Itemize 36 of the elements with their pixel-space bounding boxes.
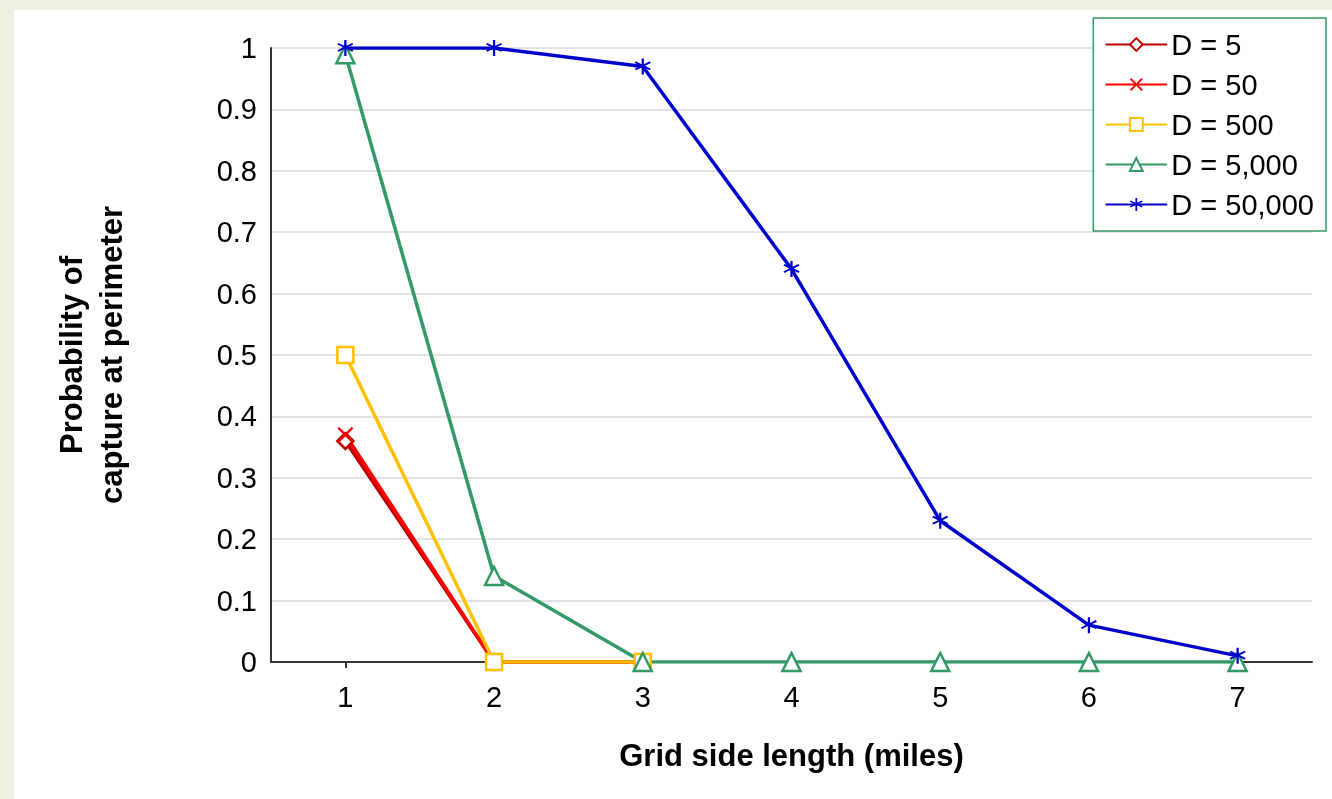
point	[1078, 651, 1100, 673]
point	[337, 426, 354, 443]
point	[483, 565, 505, 587]
y-tick-label: 0.7	[216, 216, 257, 249]
y-tick-label: 0.8	[216, 154, 257, 187]
legend-label: D = 5,000	[1171, 148, 1298, 181]
legend-label: D = 50,000	[1171, 188, 1315, 221]
y-tick-label: 0.2	[216, 523, 257, 556]
legend-label: D = 500	[1171, 108, 1274, 141]
y-tick-label: 0.4	[216, 400, 257, 433]
point	[1080, 617, 1097, 634]
x-tick-label: 4	[783, 680, 800, 713]
point	[932, 512, 949, 529]
y-tick-label: 0.5	[216, 339, 257, 371]
y-tick-label: 0.3	[216, 461, 257, 494]
point	[783, 261, 800, 278]
y-tick-label: 0	[240, 646, 257, 678]
point	[634, 58, 651, 75]
point	[929, 651, 951, 673]
x-axis-title: Grid side length (miles)	[619, 738, 964, 773]
point	[781, 651, 802, 673]
x-tick-label: 5	[932, 680, 949, 713]
y-tick-label: 0.9	[216, 93, 257, 126]
x-tick-label: 7	[1229, 680, 1246, 713]
x-tick-label: 2	[486, 680, 503, 713]
y-tick-label: 0.1	[216, 584, 257, 617]
x-tick-label: 1	[337, 680, 354, 713]
x-tick-label: 6	[1080, 680, 1097, 713]
y-axis-title: Probability of capture at perimeter	[53, 205, 129, 505]
x-tick-label: 3	[634, 680, 651, 713]
y-tick-label: 1	[240, 32, 257, 64]
legend-label: D = 5	[1171, 28, 1242, 61]
y-tick-label: 0.6	[216, 277, 257, 310]
point	[336, 345, 355, 365]
point	[486, 40, 503, 56]
legend-label: D = 50	[1171, 68, 1258, 101]
